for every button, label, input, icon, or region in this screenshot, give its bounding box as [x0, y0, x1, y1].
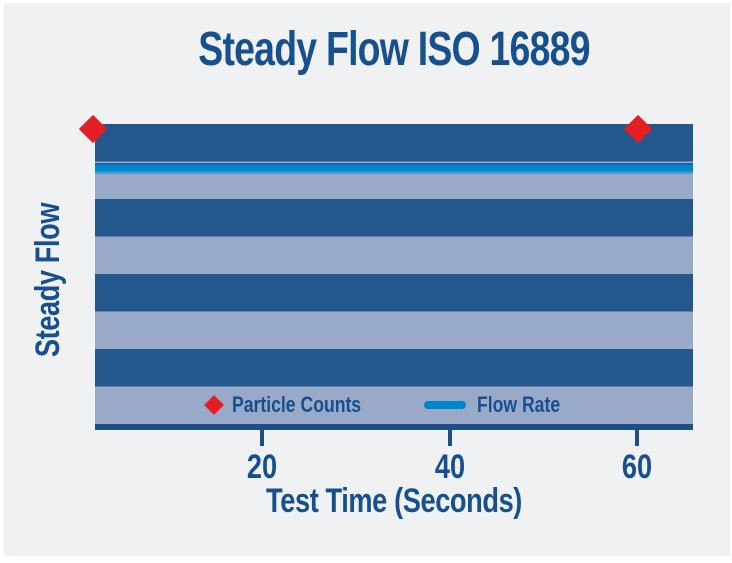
legend: Particle Counts Flow Rate — [95, 393, 693, 417]
plot-area: Particle Counts Flow Rate 20 40 60 — [78, 114, 693, 484]
y-axis-label: Steady Flow — [29, 202, 67, 358]
legend-item-flow-rate: Flow Rate — [423, 392, 581, 417]
x-tick-mark-20 — [260, 430, 264, 446]
legend-label-flow-rate: Flow Rate — [476, 392, 560, 417]
x-tick-label-60: 60 — [621, 448, 653, 486]
legend-label-particle-counts: Particle Counts — [232, 392, 362, 417]
diamond-marker-icon — [204, 395, 225, 415]
x-tick-label-20: 20 — [246, 448, 278, 486]
x-tick-mark-40 — [448, 430, 452, 446]
x-axis-label: Test Time (Seconds) — [266, 482, 522, 520]
line-marker-icon — [423, 401, 466, 409]
x-tick-label-40: 40 — [434, 448, 466, 486]
x-tick-mark-60 — [635, 430, 639, 446]
flow-rate-line — [95, 163, 693, 174]
chart-title: Steady Flow ISO 16889 — [198, 23, 590, 76]
legend-item-particle-counts: Particle Counts — [204, 392, 393, 417]
